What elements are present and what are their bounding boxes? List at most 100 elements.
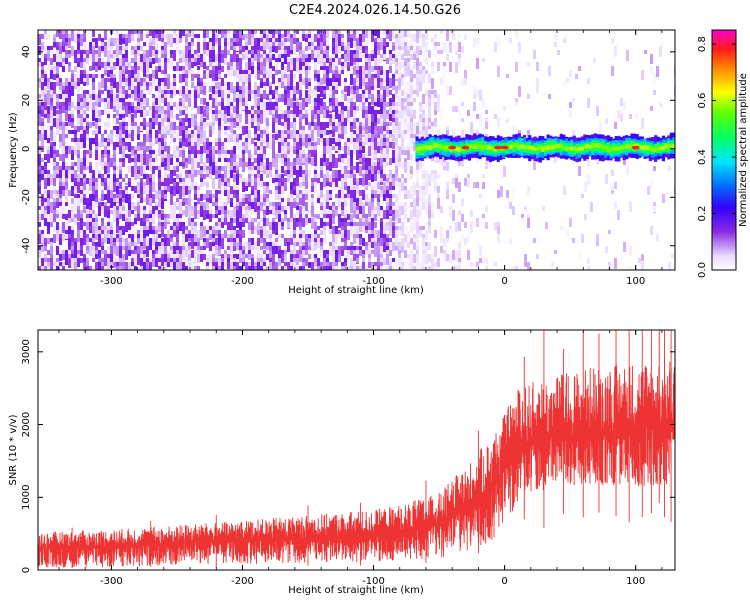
spectrogram-cell	[65, 170, 68, 180]
spectrogram-cell	[275, 226, 278, 235]
spectrogram-cell	[359, 250, 362, 256]
spectrogram-cell	[59, 238, 62, 245]
spectrogram-cell	[125, 254, 128, 260]
spectrogram-cell	[383, 174, 386, 181]
spectrogram-cell	[302, 78, 305, 85]
spectrogram-cell	[335, 46, 338, 57]
spectrogram-cell	[41, 78, 44, 82]
spectrogram-cell	[257, 258, 260, 263]
spectrogram-cell	[152, 154, 155, 161]
spectrogram-cell	[455, 106, 458, 112]
spectrogram-cell	[146, 166, 149, 170]
spectrogram-cell	[47, 214, 50, 220]
spectrogram-cell	[257, 230, 260, 235]
spectrogram-cell	[80, 166, 83, 177]
spectrogram-cell	[305, 170, 308, 176]
spectrogram-cell	[392, 94, 395, 98]
spectrogram-cell	[146, 38, 149, 49]
spectrogram-cell	[350, 178, 353, 187]
spectrogram-cell	[230, 38, 233, 42]
spectrogram-cell	[200, 202, 203, 208]
spectrogram-cell	[173, 150, 176, 158]
spectrogram-cell	[374, 174, 377, 181]
spectrogram-cell	[149, 178, 152, 182]
spectrogram-cell	[107, 162, 110, 173]
spectrogram-cell	[353, 262, 356, 270]
spectrogram-cell	[104, 182, 107, 190]
spectrogram-cell	[191, 142, 194, 149]
spectrogram-cell	[281, 66, 284, 70]
spectrogram-cell	[95, 134, 98, 145]
spectrogram-cell	[479, 90, 482, 101]
spectrogram-cell	[380, 218, 383, 223]
spectrogram-cell	[446, 190, 449, 199]
spectrogram-cell	[260, 58, 263, 64]
spectrogram-cell	[323, 238, 326, 243]
spectrogram-cell	[371, 186, 374, 190]
spectrogram-cell	[77, 118, 80, 125]
spectrogram-cell	[401, 30, 404, 36]
spectrogram-cell	[251, 38, 254, 48]
spectrogram-cell	[59, 186, 62, 194]
spectrogram-cell	[422, 246, 425, 251]
spectrogram-cell	[332, 202, 335, 209]
spectrogram-cell	[215, 142, 218, 147]
spectrogram-cell	[47, 170, 50, 174]
spectrogram-cell	[113, 242, 116, 246]
spectrogram-cell	[263, 194, 266, 201]
spectrogram-cell	[230, 230, 233, 234]
spectrogram-cell	[188, 186, 191, 192]
spectrogram-cell	[299, 158, 302, 168]
spectrogram-cell	[416, 134, 419, 138]
spectrogram-cell	[122, 230, 125, 235]
spectrogram-cell	[50, 90, 53, 95]
spectrogram-cell	[146, 238, 149, 249]
spectrogram-cell	[104, 78, 107, 86]
spectrogram-cell	[179, 126, 182, 136]
spectrogram-cell	[344, 54, 347, 63]
spectrogram-cell	[374, 142, 377, 147]
spectrogram-cell	[380, 210, 383, 219]
spectrogram-cell	[299, 182, 302, 188]
spectrogram-cell	[98, 102, 101, 107]
spectrogram-cell	[380, 134, 383, 140]
spectrogram-cell	[209, 58, 212, 64]
spectrogram-cell	[128, 106, 131, 112]
spectrogram-cell	[155, 262, 158, 267]
spectrogram-cell	[311, 218, 314, 229]
spectrogram-cell	[155, 242, 158, 248]
spectrogram-cell	[413, 182, 416, 190]
spectrogram-cell	[239, 66, 242, 70]
spectrogram-cell	[314, 242, 317, 247]
spectrogram-cell	[110, 198, 113, 208]
spectrogram-cell	[98, 122, 101, 128]
spectrogram-cell	[143, 134, 146, 145]
spectrogram-cell	[152, 214, 155, 221]
spectrogram-cell	[275, 46, 278, 53]
spectrogram-cell	[317, 266, 320, 270]
spectrogram-cell	[230, 146, 233, 150]
spectrogram-cell	[458, 34, 461, 39]
spectrogram-cell	[44, 78, 47, 88]
spectrogram-cell	[326, 122, 329, 128]
spectrogram-cell	[449, 226, 452, 233]
spectrogram-cell	[92, 94, 95, 100]
spectrogram-cell	[71, 166, 74, 173]
spectrogram-cell	[302, 142, 305, 146]
spectrogram-cell	[323, 50, 326, 56]
spectrogram-cell	[257, 86, 260, 90]
spectrogram-cell	[323, 70, 326, 77]
spectrogram-cell	[68, 218, 71, 223]
spectrogram-cell	[278, 54, 281, 59]
spectrogram-cell	[392, 222, 395, 226]
spectrogram-cell	[209, 166, 212, 175]
spectrogram-cell	[461, 118, 464, 122]
spectrogram-cell	[233, 218, 236, 223]
spectrogram-cell	[53, 106, 56, 116]
spectrogram-cell	[434, 158, 437, 163]
spectrogram-cell	[287, 170, 290, 177]
spectrogram-cell	[395, 258, 398, 269]
spectrogram-cell	[359, 190, 362, 196]
spectrogram-cell	[266, 266, 269, 270]
